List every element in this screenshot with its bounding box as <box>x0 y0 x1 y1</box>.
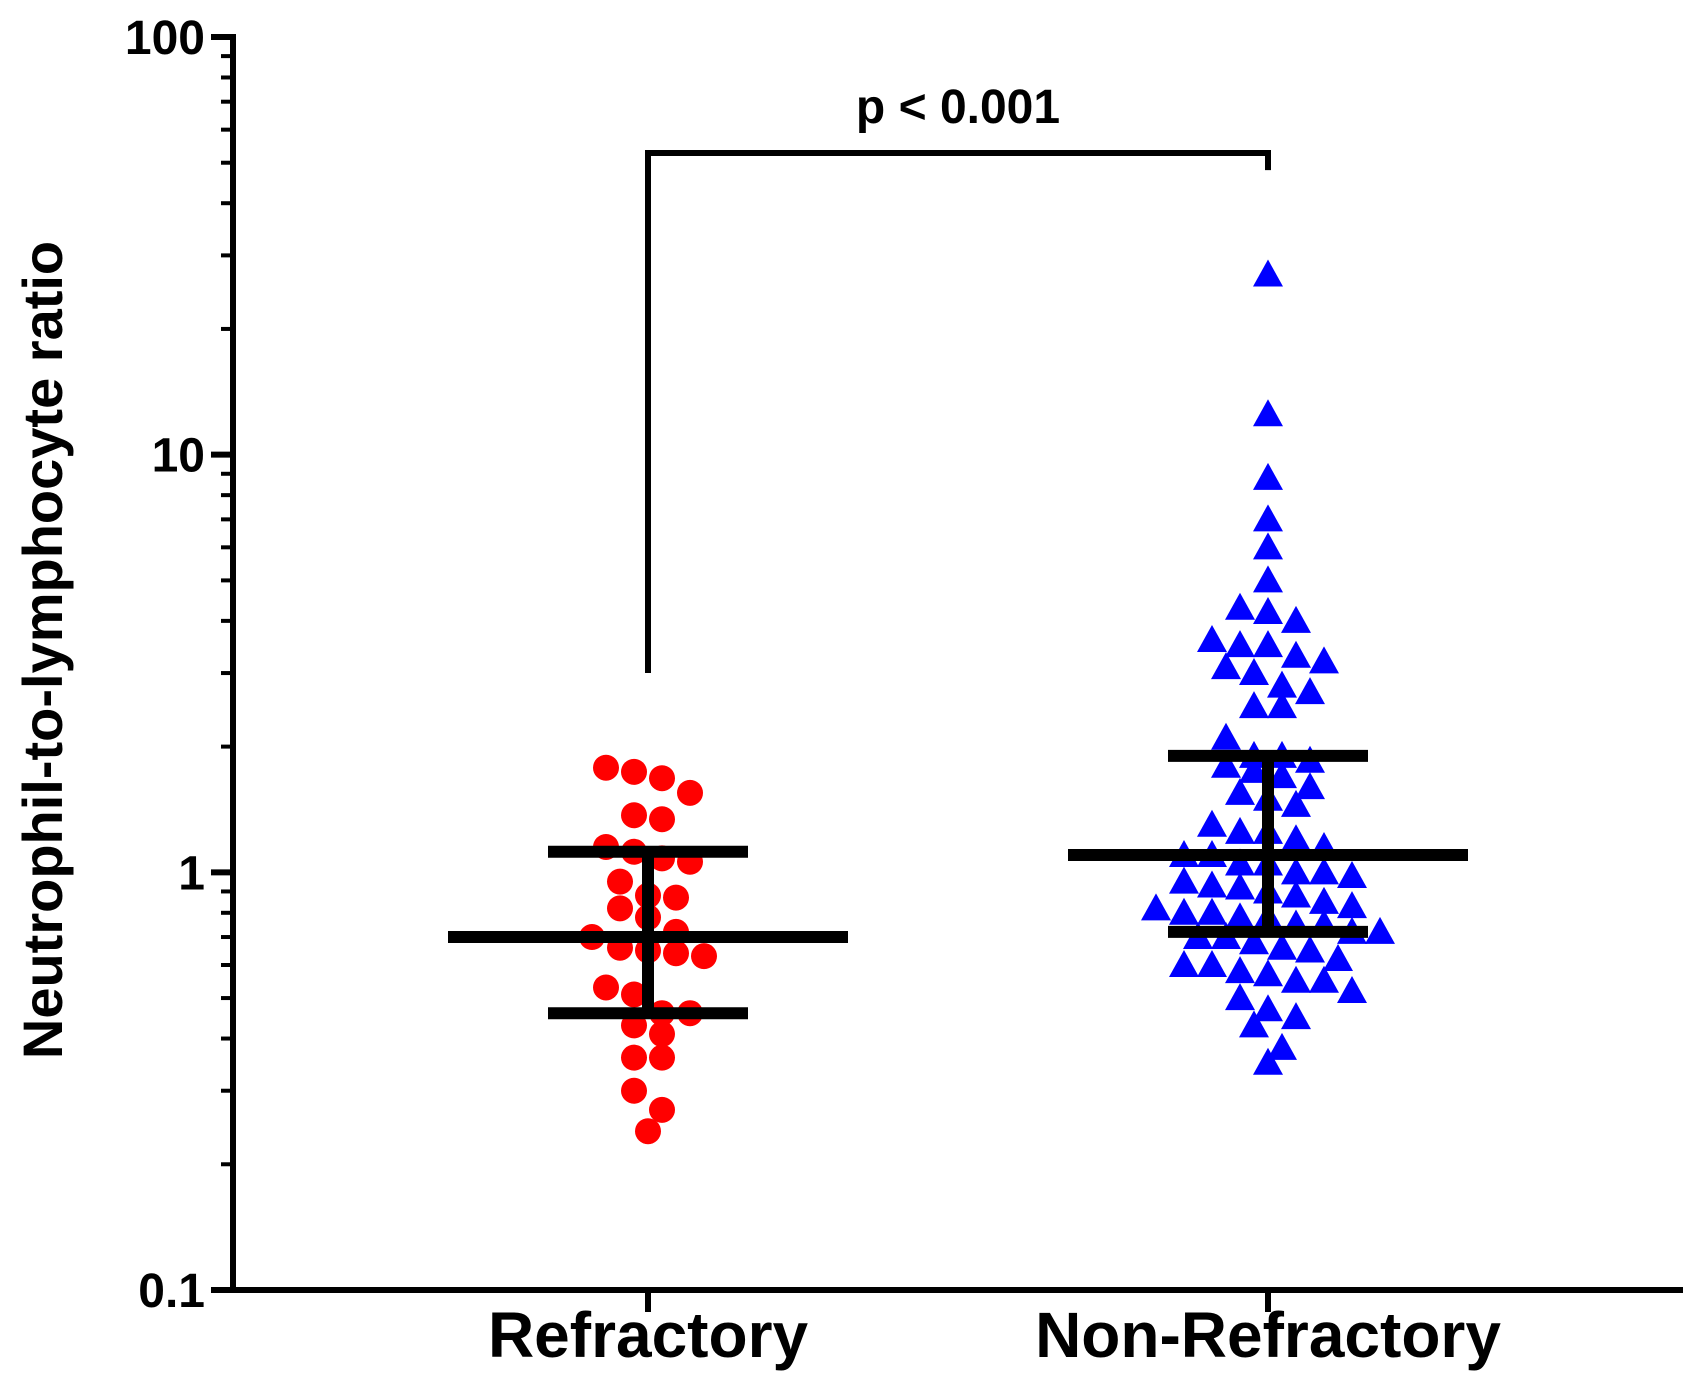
data-point-circle <box>649 1021 675 1048</box>
data-point-triangle <box>1337 975 1367 1003</box>
data-point-circle <box>607 895 633 922</box>
data-point-triangle <box>1197 624 1227 652</box>
data-point-triangle <box>1239 658 1269 686</box>
data-point-triangle <box>1267 1032 1297 1060</box>
x-axis: Refractory Non-Refractory <box>230 1287 1683 1371</box>
data-point-circle <box>649 765 675 792</box>
y-tick-label: 10 <box>152 430 205 483</box>
data-point-circle <box>635 1118 661 1145</box>
data-point-circle <box>691 943 717 970</box>
data-point-triangle <box>1225 630 1255 658</box>
data-point-triangle <box>1267 761 1297 789</box>
data-point-triangle <box>1253 597 1283 625</box>
summary-bars <box>448 749 1468 1020</box>
data-point-triangle <box>1281 857 1311 885</box>
data-point-circle <box>621 802 647 829</box>
data-point-triangle <box>1309 886 1339 914</box>
data-point-triangle <box>1281 640 1311 668</box>
data-point-triangle <box>1225 872 1255 900</box>
data-point-triangle <box>1239 691 1269 719</box>
x-category-label: Refractory <box>488 1299 809 1371</box>
data-point-triangle <box>1253 399 1283 427</box>
data-point-triangle <box>1281 1002 1311 1030</box>
data-point-triangle <box>1295 935 1325 963</box>
data-point-triangle <box>1309 646 1339 674</box>
data-point-triangle <box>1337 891 1367 919</box>
x-category-label: Non-Refractory <box>1035 1299 1501 1371</box>
data-point-circle <box>621 1044 647 1071</box>
data-point-triangle <box>1197 897 1227 925</box>
data-point-circle <box>649 1096 675 1123</box>
data-point-triangle <box>1295 677 1325 705</box>
data-point-circle <box>593 974 619 1001</box>
data-point-triangle <box>1225 902 1255 930</box>
data-point-triangle <box>1253 259 1283 287</box>
data-point-triangle <box>1309 965 1339 993</box>
data-point-triangle <box>1365 916 1395 944</box>
data-point-triangle <box>1253 462 1283 490</box>
data-point-triangle <box>1239 1010 1269 1038</box>
data-point-triangle <box>1211 750 1241 778</box>
data-point-triangle <box>1281 605 1311 633</box>
p-value-label: p < 0.001 <box>856 81 1060 134</box>
data-point-triangle <box>1225 592 1255 620</box>
data-point-triangle <box>1267 691 1297 719</box>
data-point-triangle <box>1337 860 1367 888</box>
data-point-triangle <box>1239 755 1269 783</box>
data-point-triangle <box>1267 670 1297 698</box>
data-point-triangle <box>1295 772 1325 800</box>
data-point-triangle <box>1169 866 1199 894</box>
data-point-triangle <box>1253 565 1283 593</box>
data-point-triangle <box>1281 789 1311 817</box>
significance-annotation: p < 0.001 <box>645 81 1271 674</box>
data-point-circle <box>607 868 633 895</box>
data-point-triangle <box>1253 504 1283 532</box>
data-point-triangle <box>1197 870 1227 898</box>
data-point-triangle <box>1141 893 1171 921</box>
data-point-triangle <box>1197 809 1227 837</box>
data-point-triangle <box>1267 932 1297 960</box>
data-point-triangle <box>1253 532 1283 560</box>
data-point-circle <box>621 758 647 785</box>
y-axis-label: Neutrophil-to-lymphocyte ratio <box>11 241 74 1059</box>
y-tick-label: 1 <box>178 847 205 900</box>
data-point-triangle <box>1281 965 1311 993</box>
data-point-triangle <box>1225 777 1255 805</box>
data-point-triangle <box>1197 949 1227 977</box>
y-axis: 0.1 1 10 100 <box>125 12 236 1318</box>
y-tick-label: 0.1 <box>138 1265 205 1318</box>
data-point-triangle <box>1253 1047 1283 1075</box>
data-point-circle <box>677 779 703 806</box>
data-point-triangle <box>1211 652 1241 680</box>
data-point-triangle <box>1225 816 1255 844</box>
data-point-triangle <box>1281 824 1311 852</box>
data-point-triangle <box>1225 956 1255 984</box>
y-tick-label: 100 <box>125 12 205 65</box>
data-point-circle <box>621 981 647 1008</box>
data-point-triangle <box>1309 857 1339 885</box>
data-point-triangle <box>1253 994 1283 1022</box>
data-point-triangle <box>1253 630 1283 658</box>
data-point-triangle <box>1239 927 1269 955</box>
significance-bracket <box>645 150 1271 674</box>
data-point-triangle <box>1225 983 1255 1011</box>
data-point-circle <box>649 1044 675 1071</box>
data-point-triangle <box>1253 959 1283 987</box>
data-point-triangle <box>1169 949 1199 977</box>
data-point-circle <box>593 754 619 781</box>
data-point-circle <box>663 940 689 967</box>
data-point-triangle <box>1225 848 1255 876</box>
data-point-triangle <box>1281 880 1311 908</box>
data-point-circle <box>663 884 689 911</box>
data-point-triangle <box>1323 944 1353 972</box>
data-point-circle <box>621 1077 647 1104</box>
data-point-triangle <box>1211 722 1241 750</box>
data-point-triangle <box>1169 897 1199 925</box>
data-point-circle <box>649 806 675 833</box>
